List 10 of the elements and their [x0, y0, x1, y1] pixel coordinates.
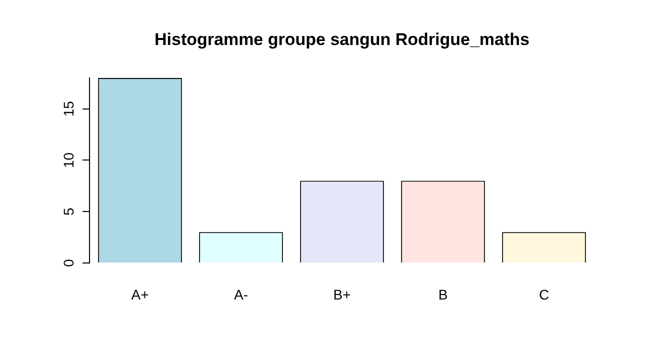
y-tick-label: 10 [60, 152, 76, 168]
chart-title: Histogramme groupe sangun Rodrigue_maths [154, 30, 530, 50]
y-tick-label: 5 [60, 208, 76, 216]
x-tick-label: A+ [131, 286, 149, 302]
y-tick-label: 15 [60, 100, 76, 117]
x-tick-label: B+ [333, 286, 351, 302]
x-tick-label: C [538, 286, 550, 302]
x-tick-label: B [438, 286, 448, 302]
x-tick-label: A- [234, 286, 248, 302]
y-tick-label: 0 [60, 258, 76, 267]
